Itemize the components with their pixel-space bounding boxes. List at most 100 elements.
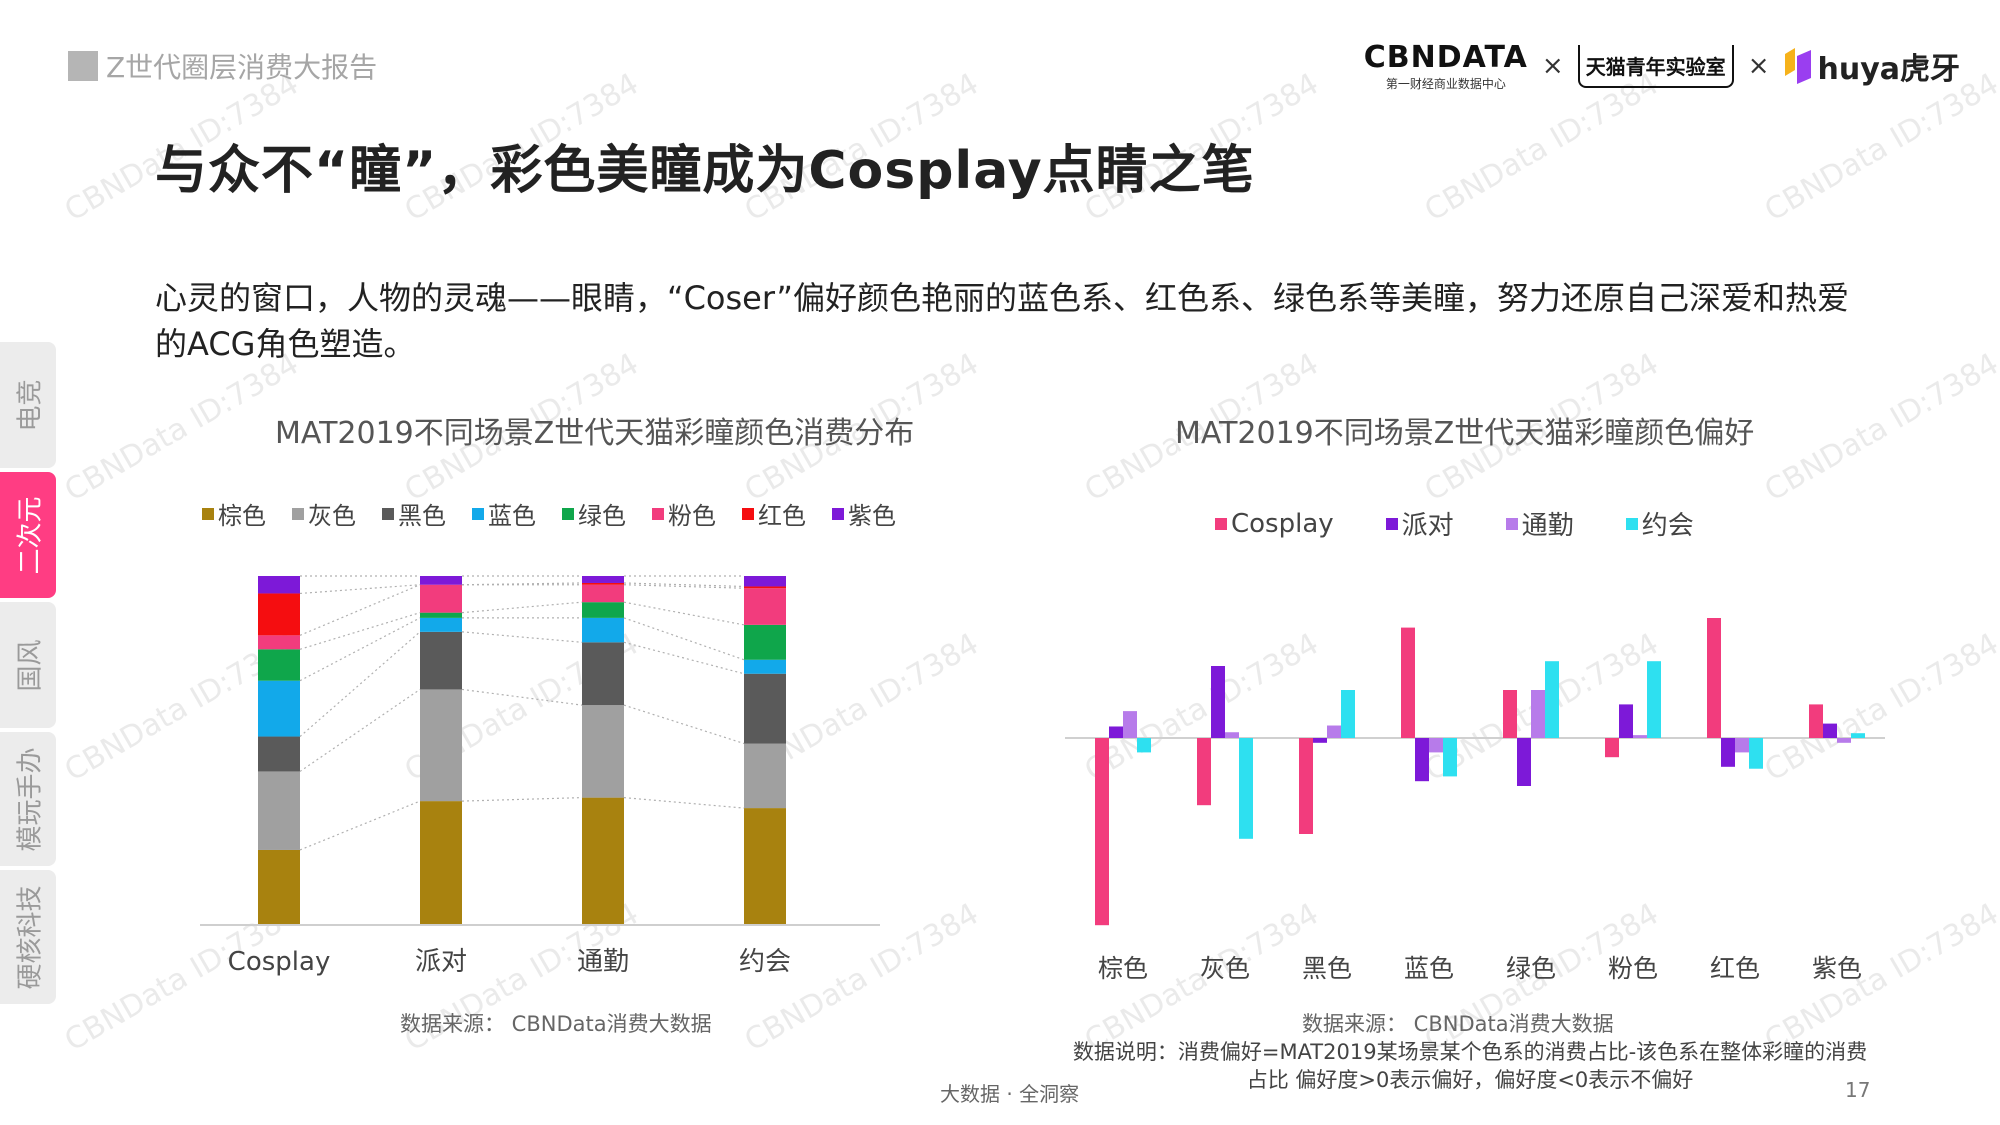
chart1-title: MAT2019不同场景Z世代天猫彩瞳颜色消费分布 (275, 416, 915, 451)
legend-item: 粉色 (652, 496, 716, 531)
preference-bar (1123, 711, 1137, 738)
preference-bar (1531, 690, 1545, 738)
cbndata-logo: CBNDATA 第一财经商业数据中心 (1364, 40, 1528, 92)
connector-line (461, 688, 583, 706)
stacked-bar-segment (258, 736, 300, 772)
preference-bar (1707, 618, 1721, 738)
legend-swatch (562, 507, 574, 520)
connector-line (299, 688, 421, 772)
stacked-bar-segment (744, 743, 786, 809)
legend-swatch (652, 507, 664, 520)
connector-line (299, 617, 421, 682)
legend-item: 红色 (742, 496, 806, 531)
x-tick-label: 派对 (415, 947, 467, 977)
stacked-bar-segment (582, 584, 624, 603)
preference-bar (1095, 738, 1109, 926)
connector-line (623, 641, 745, 675)
chart1-source: 数据来源： CBNData消费大数据 (400, 1012, 712, 1036)
side-tab-label: 电竞 (15, 378, 46, 432)
side-tab-figures[interactable]: 模玩手办 (0, 732, 56, 866)
preference-bar (1429, 738, 1443, 753)
legend-label: 粉色 (668, 502, 716, 530)
stacked-bar-segment (420, 612, 462, 618)
legend-label: 蓝色 (488, 502, 536, 530)
connector-line (623, 601, 745, 626)
legend-label: 紫色 (848, 502, 896, 530)
preference-bar (1327, 725, 1341, 738)
side-tab-acg[interactable]: 二次元 (0, 472, 56, 598)
legend-item: 通勤 (1505, 505, 1574, 542)
legend-label: 约会 (1641, 511, 1694, 541)
stacked-bar-segment (744, 673, 786, 744)
legend-label: 黑色 (398, 502, 446, 530)
preference-bar (1735, 738, 1749, 753)
preference-bar (1605, 738, 1619, 758)
preference-bar (1545, 661, 1559, 738)
huya-logo-text: huya虎牙 (1817, 52, 1960, 87)
preference-bar (1239, 738, 1253, 839)
huya-logo: huya虎牙 (1783, 44, 1960, 88)
stacked-bar-segment (258, 593, 300, 636)
footer-slogan: 大数据 · 全洞察 (940, 1082, 1080, 1106)
legend-item: 灰色 (292, 496, 356, 531)
x-tick-label: 粉色 (1608, 954, 1658, 983)
legend-swatch (1505, 517, 1518, 530)
chart2-note-line1: 数据说明：消费偏好=MAT2019某场景某个色系的消费占比-该色系在整体彩瞳的消… (1072, 1040, 1868, 1064)
side-tab-tech[interactable]: 硬核科技 (0, 870, 56, 1004)
report-tag-text: Z世代圈层消费大报告 (106, 51, 378, 84)
chart2-title: MAT2019不同场景Z世代天猫彩瞳颜色偏好 (1175, 416, 1755, 451)
connector-line (623, 584, 745, 589)
connector-line (461, 601, 583, 614)
legend-swatch (1385, 517, 1398, 530)
legend-item: 蓝色 (472, 496, 536, 531)
stacked-bar-segment (420, 801, 462, 925)
preference-bar (1851, 733, 1865, 738)
stacked-bar-segment (420, 576, 462, 585)
preference-bar (1341, 690, 1355, 738)
stacked-bar-segment (744, 659, 786, 674)
legend-swatch (832, 507, 844, 520)
preference-bar (1299, 738, 1313, 834)
legend-label: 通勤 (1521, 511, 1574, 541)
cbndata-logo-text: CBNDATA (1363, 40, 1528, 75)
chart2-legend: Cosplay 派对 通勤 约会 (1215, 505, 1746, 542)
chart2-source: 数据来源： CBNData消费大数据 (1302, 1012, 1614, 1036)
side-tab-guofeng[interactable]: 国风 (0, 602, 56, 728)
x-tick-label: 棕色 (1098, 954, 1148, 983)
preference-bar (1225, 732, 1239, 738)
x-tick-label: 蓝色 (1404, 954, 1454, 983)
stacked-bar-segment (582, 602, 624, 618)
x-tick-label: 通勤 (577, 947, 629, 977)
preference-bar (1109, 726, 1123, 738)
preference-bar (1721, 738, 1735, 767)
preference-bar (1401, 627, 1415, 738)
connector-line (299, 631, 421, 737)
preference-bar (1137, 738, 1151, 753)
legend-item: 派对 (1385, 505, 1454, 542)
report-tag-square (68, 51, 98, 81)
stacked-bar-segment (582, 642, 624, 706)
legend-label: Cosplay (1231, 508, 1334, 539)
partner-logos: CBNDATA 第一财经商业数据中心 × 天猫青年实验室 × huya虎牙 (1364, 40, 1960, 92)
x-tick-label: 黑色 (1302, 954, 1352, 983)
stacked-bar-segment (582, 797, 624, 925)
preference-bar (1619, 704, 1633, 738)
x-tick-label: 灰色 (1200, 954, 1250, 983)
connector-line (299, 584, 421, 595)
stacked-bar-segment (744, 808, 786, 925)
chart1-legend: 棕色 灰色 黑色 蓝色 绿色 粉色 红色 紫色 (202, 496, 922, 531)
legend-item: 约会 (1625, 505, 1694, 542)
side-tab-esports[interactable]: 电竞 (0, 342, 56, 468)
legend-swatch (472, 507, 484, 520)
legend-swatch (292, 507, 304, 520)
legend-item: Cosplay (1215, 509, 1334, 539)
connector-line (623, 704, 745, 745)
stacked-bar-segment (582, 582, 624, 585)
legend-label: 灰色 (308, 502, 356, 530)
side-tab-label: 二次元 (15, 495, 46, 575)
stacked-bar-segment (258, 649, 300, 681)
tmall-lab-logo: 天猫青年实验室 (1577, 44, 1734, 88)
stacked-bar-chart: Cosplay 派对 通勤 约会 (200, 575, 880, 977)
stacked-bar-segment (582, 617, 624, 643)
preference-bar (1197, 738, 1211, 806)
